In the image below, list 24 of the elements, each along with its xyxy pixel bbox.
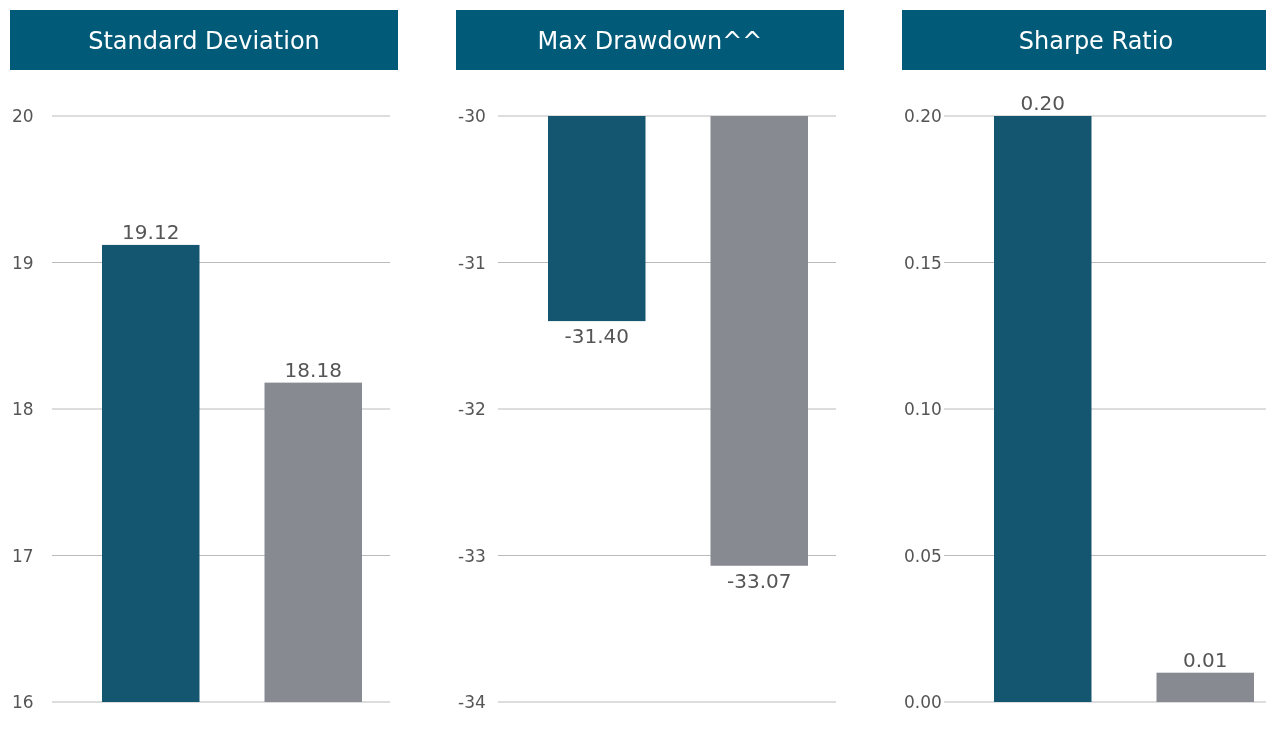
- y-tick-label: 0.05: [904, 545, 942, 566]
- data-label: 19.12: [122, 219, 180, 244]
- y-tick-label: -33: [458, 545, 486, 566]
- y-tick-label: 16: [12, 692, 34, 712]
- y-tick-label: -30: [458, 106, 486, 126]
- y-tick-label: -31: [458, 252, 486, 273]
- y-tick-label: 18: [12, 399, 34, 419]
- y-tick-label: 19: [12, 252, 34, 273]
- y-tick-label: 0.20: [904, 106, 942, 126]
- y-tick-label: 0.00: [904, 692, 942, 712]
- data-label: -33.07: [727, 568, 792, 593]
- chart-title: Standard Deviation: [88, 27, 320, 55]
- y-tick-label: 17: [12, 545, 34, 566]
- y-tick-label: 0.15: [904, 252, 942, 273]
- data-label: -31.40: [564, 324, 629, 349]
- y-tick-label: -32: [458, 399, 486, 419]
- data-label: 0.01: [1182, 647, 1228, 672]
- chart-title: Sharpe Ratio: [1018, 27, 1174, 55]
- y-tick-label: -34: [458, 692, 486, 712]
- y-tick-label: 20: [12, 106, 34, 126]
- data-label: 0.20: [1020, 91, 1066, 115]
- data-label: 18.18: [284, 357, 342, 382]
- y-tick-label: 0.10: [904, 399, 942, 419]
- chart-title: Max Drawdown^^: [537, 27, 763, 55]
